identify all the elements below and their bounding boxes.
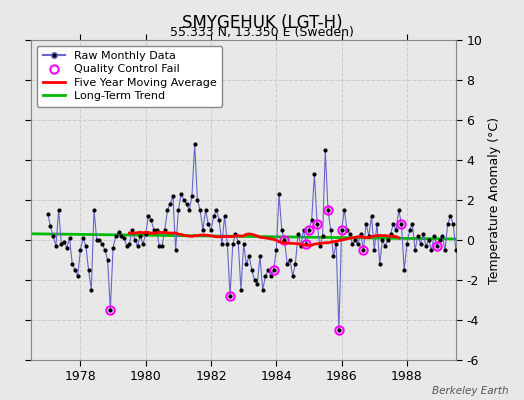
Text: 55.333 N, 13.350 E (Sweden): 55.333 N, 13.350 E (Sweden) bbox=[170, 26, 354, 39]
Y-axis label: Temperature Anomaly (°C): Temperature Anomaly (°C) bbox=[488, 116, 501, 284]
Text: SMYGEHUK (LGT-H): SMYGEHUK (LGT-H) bbox=[182, 14, 342, 32]
Legend: Raw Monthly Data, Quality Control Fail, Five Year Moving Average, Long-Term Tren: Raw Monthly Data, Quality Control Fail, … bbox=[37, 46, 222, 107]
Text: Berkeley Earth: Berkeley Earth bbox=[432, 386, 508, 396]
